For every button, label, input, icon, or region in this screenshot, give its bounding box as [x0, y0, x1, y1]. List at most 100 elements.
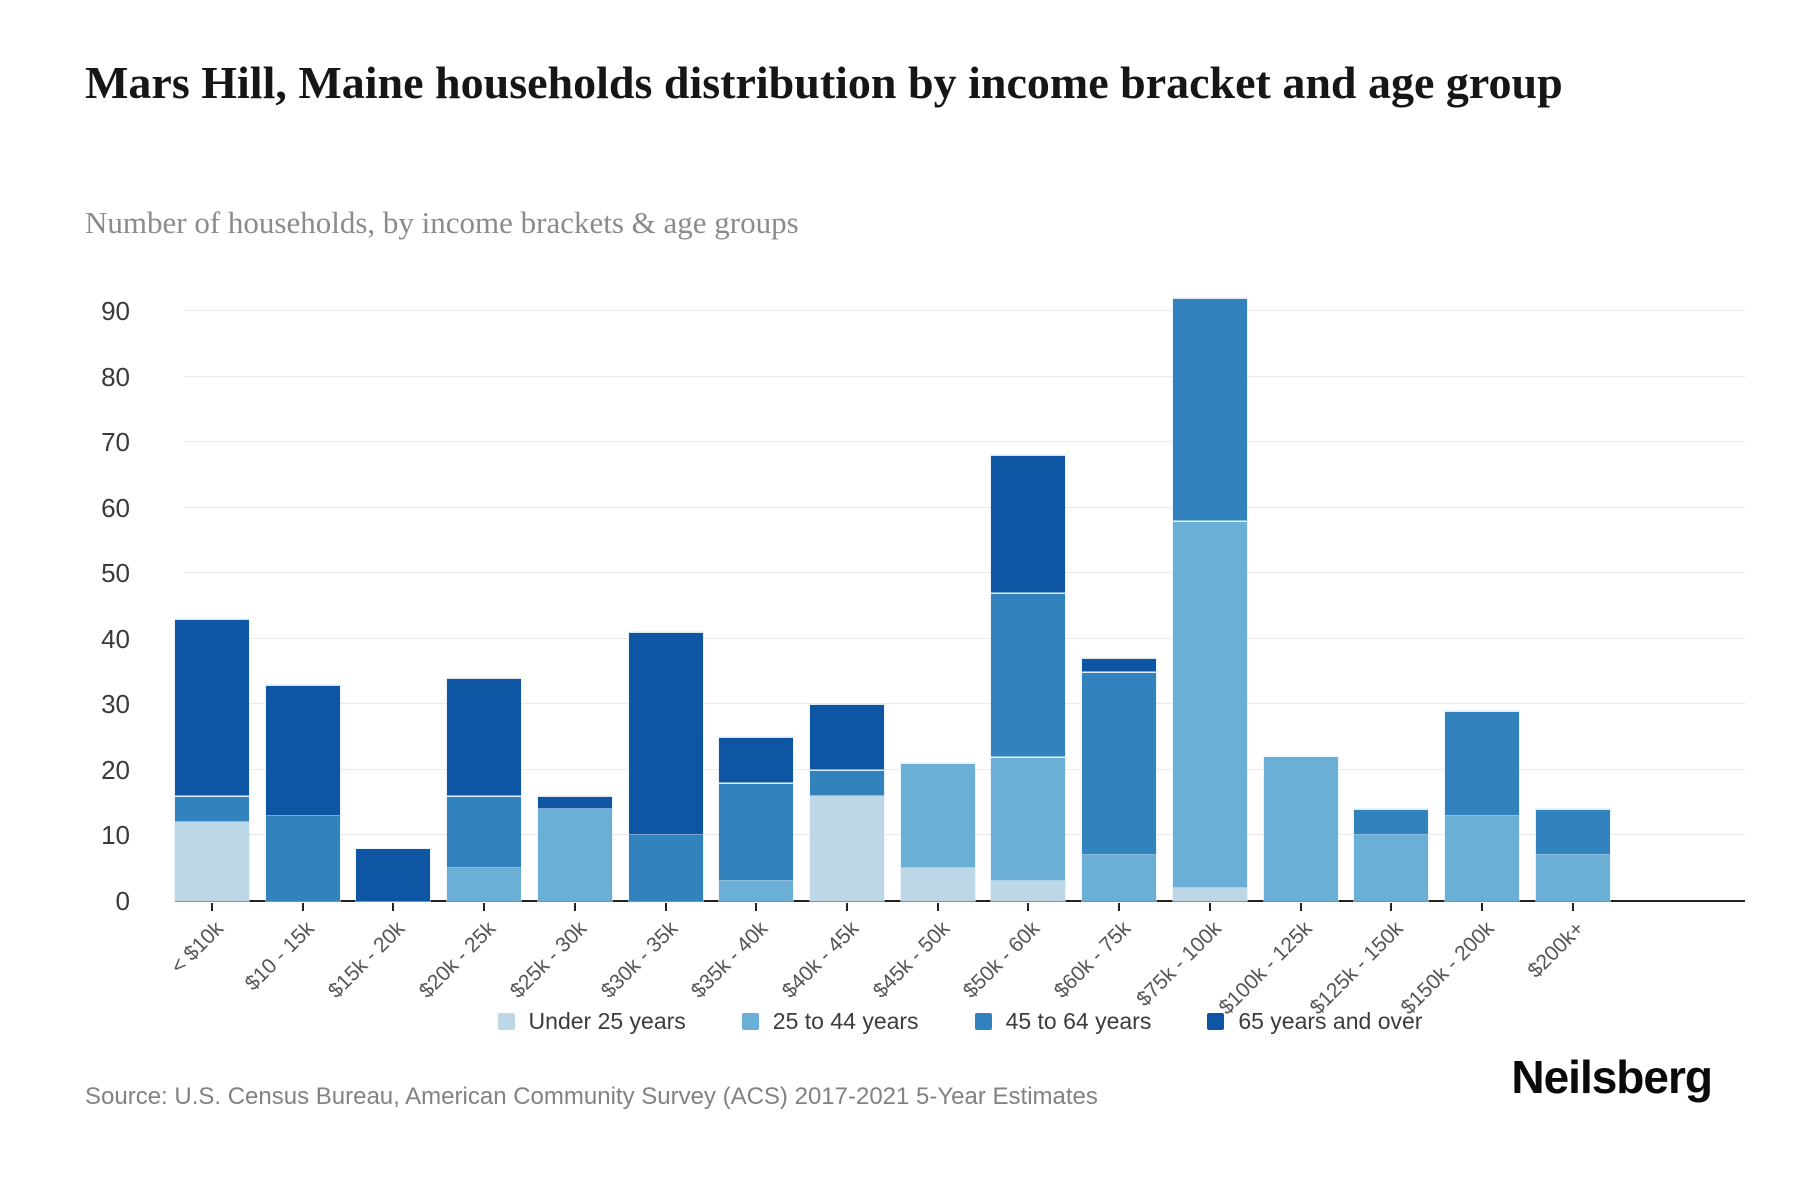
x-axis-tick — [1390, 903, 1393, 911]
bar-$100k - 125k: $100k - 125k — [1215, 275, 1338, 1019]
y-axis-tick-label: 10 — [101, 820, 130, 850]
bar-segment[interactable] — [719, 783, 794, 881]
bar-$50k - 60k: $50k - 60k — [959, 275, 1066, 1003]
y-axis-tick-label: 60 — [101, 493, 130, 523]
bar-segment[interactable] — [537, 796, 612, 809]
bar-segment[interactable] — [1445, 816, 1520, 901]
bar-segment[interactable] — [447, 796, 522, 868]
x-axis-tick-label: < $10k — [166, 917, 229, 979]
bar-< $10k: < $10k — [167, 275, 249, 978]
x-axis-tick — [483, 903, 486, 911]
y-axis-tick-label: 40 — [101, 624, 130, 654]
legend-swatch-icon — [741, 1013, 759, 1030]
x-axis-tick-label: $25k - 30k — [505, 917, 592, 1003]
y-axis-tick-label: 30 — [101, 689, 130, 719]
legend-label: 25 to 44 years — [772, 1008, 919, 1034]
bar-segment[interactable] — [1172, 888, 1247, 901]
bar-segment[interactable] — [810, 770, 885, 796]
bar-segment[interactable] — [719, 881, 794, 901]
bar-segment[interactable] — [447, 868, 522, 901]
x-axis-tick-label: $60k - 75k — [1049, 917, 1136, 1003]
bar-$75k - 100k: $75k - 100k — [1132, 275, 1247, 1011]
bar-$35k - 40k: $35k - 40k — [687, 275, 794, 1003]
bar-segment[interactable] — [1172, 298, 1247, 521]
x-axis-tick-label: $40k - 45k — [777, 917, 864, 1003]
x-axis-tick-label: $35k - 40k — [686, 917, 773, 1003]
x-axis-tick — [1571, 903, 1574, 911]
x-axis-tick — [1299, 903, 1302, 911]
legend-item[interactable]: 25 to 44 years — [741, 1008, 919, 1035]
x-axis-tick — [392, 903, 395, 911]
x-axis-tick — [936, 903, 939, 911]
bar-$10 - 15k: $10 - 15k — [241, 275, 340, 995]
bar-segment[interactable] — [991, 593, 1066, 757]
y-axis-tick-label: 20 — [101, 755, 130, 785]
legend-label: 65 years and over — [1238, 1008, 1423, 1034]
bar-segment[interactable] — [1354, 835, 1429, 901]
x-axis-tick — [211, 903, 213, 911]
bar-segment[interactable] — [991, 757, 1066, 881]
bar-segment[interactable] — [265, 816, 340, 901]
bar-segment[interactable] — [1172, 521, 1247, 888]
legend-label: Under 25 years — [528, 1008, 686, 1034]
gridline-70 — [185, 441, 1745, 442]
bar-segment[interactable] — [810, 704, 885, 770]
bar-segment[interactable] — [537, 809, 612, 901]
bar-segment[interactable] — [1263, 757, 1338, 901]
bar-segment[interactable] — [810, 796, 885, 901]
bar-segment[interactable] — [1445, 711, 1520, 816]
x-axis-tick — [1027, 903, 1030, 911]
x-axis-tick-label: $125k - 150k — [1305, 917, 1408, 1020]
x-axis-tick-label: $50k - 60k — [959, 917, 1045, 1003]
x-axis-tick-label: $15k - 20k — [324, 917, 410, 1003]
bar-segment[interactable] — [900, 763, 975, 868]
bar-segment[interactable] — [991, 881, 1066, 901]
x-axis-tick-label: $30k - 35k — [596, 917, 682, 1003]
x-axis-tick-label: $100k - 125k — [1214, 917, 1317, 1020]
legend-item[interactable]: 45 to 64 years — [974, 1008, 1152, 1035]
bar-segment[interactable] — [175, 619, 249, 796]
plot-area: < $10k $10 - 15k $15k - 20k $20k - 25k $25k … — [101, 275, 1745, 1019]
legend-label: 45 to 64 years — [1005, 1008, 1152, 1034]
bar-$25k - 30k: $25k - 30k — [506, 275, 612, 1003]
x-axis-tick — [301, 903, 304, 911]
bar-segment[interactable] — [1354, 809, 1429, 835]
bar-segment[interactable] — [447, 678, 522, 796]
y-axis-tick-label: 80 — [101, 362, 130, 392]
bar-$40k - 45k: $40k - 45k — [778, 275, 885, 1003]
x-axis-line — [175, 900, 1745, 902]
legend-item[interactable]: Under 25 years — [497, 1008, 686, 1035]
x-axis-tick-label: $10 - 15k — [240, 917, 319, 996]
x-axis-tick — [1118, 903, 1121, 911]
gridline-50 — [185, 572, 1745, 573]
gridline-30 — [185, 703, 1745, 704]
bar-segment[interactable] — [991, 455, 1066, 593]
legend-item[interactable]: 65 years and over — [1207, 1008, 1422, 1035]
bar-segment[interactable] — [900, 868, 975, 901]
y-axis-tick-label: 90 — [101, 296, 130, 326]
x-axis-tick-label: $200k+ — [1523, 917, 1590, 983]
bar-segment[interactable] — [175, 822, 249, 901]
x-axis-tick — [1208, 903, 1211, 911]
bar-segment[interactable] — [719, 737, 794, 783]
x-axis-tick — [1481, 903, 1484, 911]
bar-$20k - 25k: $20k - 25k — [415, 275, 522, 1003]
bar-segment[interactable] — [1082, 672, 1157, 855]
bar-segment[interactable] — [1535, 855, 1610, 901]
bar-segment[interactable] — [1082, 855, 1157, 901]
gridline-60 — [185, 507, 1745, 508]
bar-$45k - 50k: $45k - 50k — [868, 275, 975, 1003]
bar-segment[interactable] — [628, 632, 703, 835]
x-axis-tick — [755, 903, 758, 911]
gridline-40 — [185, 638, 1745, 639]
bar-segment[interactable] — [1535, 809, 1610, 855]
bar-segment[interactable] — [356, 849, 431, 901]
bars-container: < $10k $10 - 15k $15k - 20k $20k - 25k $25k … — [167, 275, 1610, 1019]
bar-segment[interactable] — [1082, 658, 1157, 672]
bar-segment[interactable] — [265, 685, 340, 816]
legend-swatch-icon — [1207, 1013, 1225, 1030]
bar-segment[interactable] — [628, 835, 703, 901]
legend-swatch-icon — [497, 1013, 515, 1030]
bar-segment[interactable] — [175, 796, 249, 822]
